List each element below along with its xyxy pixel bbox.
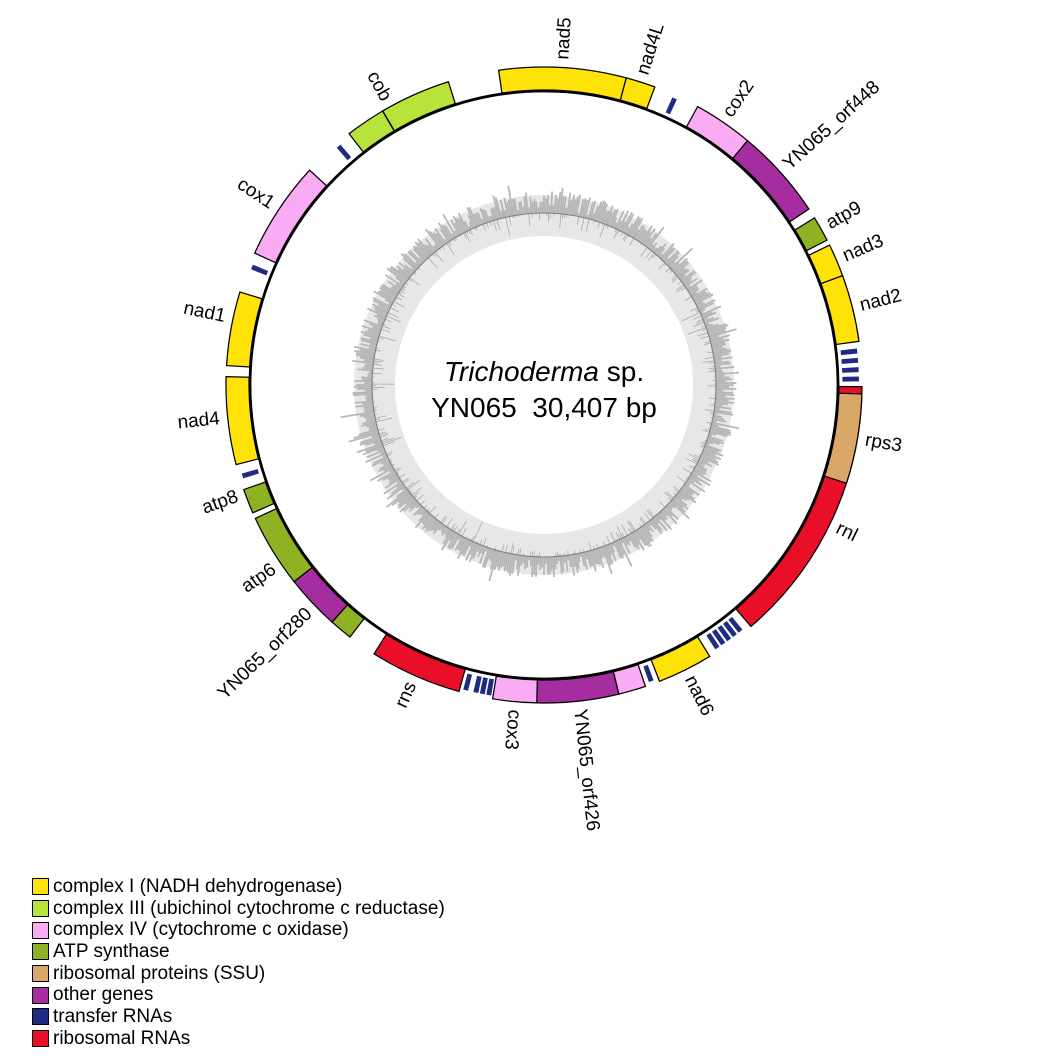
trna-tick <box>706 632 720 650</box>
trna-tick <box>643 664 654 683</box>
organism-genus: Trichoderma <box>444 356 599 387</box>
gc-content-ring <box>340 185 740 582</box>
legend-row-ssu: ribosomal proteins (SSU) <box>32 963 445 985</box>
gene-label-YN065_orf448: YN065_orf448 <box>779 77 884 175</box>
gene-label-atp8: atp8 <box>199 486 241 518</box>
legend-row-trna: transfer RNAs <box>32 1006 445 1028</box>
gene-label-rps3: rps3 <box>863 430 903 457</box>
trna-tick <box>842 367 859 373</box>
trna-tick <box>336 144 352 161</box>
legend-row-atp: ATP synthase <box>32 941 445 963</box>
trna-tick <box>717 625 732 642</box>
gene-block-rps3 <box>823 392 863 485</box>
trna-tick <box>711 629 726 646</box>
legend-swatch-trna <box>32 1008 49 1026</box>
gc-inward-spikes <box>372 213 716 557</box>
organism-suffix: sp. <box>599 356 644 387</box>
legend-row-rrna: ribosomal RNAs <box>32 1028 445 1050</box>
trna-tick <box>479 677 488 695</box>
legend-label-ssu: ribosomal proteins (SSU) <box>53 962 266 984</box>
genome-circle <box>248 89 840 681</box>
organism-name: Trichoderma sp. <box>444 356 644 387</box>
gene-block-nad4L <box>619 77 656 110</box>
gc-ring-band <box>354 195 734 575</box>
trna-tick <box>241 469 259 479</box>
trna-tick <box>251 264 269 276</box>
gene-label-YN065_orf426: YN065_orf426 <box>569 708 603 832</box>
gene-block-atp6 <box>254 507 314 583</box>
legend-label-atp: ATP synthase <box>53 941 170 963</box>
legend-swatch-other <box>32 986 49 1004</box>
legend-row-complex_i: complex I (NADH dehydrogenase) <box>32 876 445 898</box>
gene-block-atp8 <box>242 481 275 514</box>
legend-row-complex_iii: complex III (ubichinol cytochrome c redu… <box>32 898 445 920</box>
gene-label-nad4: nad4 <box>177 408 222 433</box>
legend-label-trna: transfer RNAs <box>53 1006 173 1028</box>
legend-row-other: other genes <box>32 984 445 1006</box>
legend-swatch-complex_iii <box>32 900 49 918</box>
legend-label-complex_iii: complex III (ubichinol cytochrome c redu… <box>53 897 445 919</box>
trna-tick <box>463 673 473 691</box>
trna-ticks <box>241 97 859 696</box>
gene-label-nad4L: nad4L <box>633 21 669 78</box>
trna-tick <box>840 348 858 356</box>
trna-tick <box>842 376 859 382</box>
trna-tick <box>486 678 494 696</box>
gene-block-YN065_orf448 <box>731 139 810 223</box>
gene-label-atp6: atp6 <box>238 559 280 597</box>
gene-block-atp9 <box>794 217 828 252</box>
gene-label-nad1: nad1 <box>182 298 228 327</box>
legend-swatch-ssu <box>32 965 49 983</box>
gene-label-nad2: nad2 <box>858 285 904 316</box>
legend: complex I (NADH dehydrogenase) complex II… <box>32 876 445 1050</box>
gene-label-atp9: atp9 <box>823 197 866 233</box>
gene-block-divider-cob <box>381 110 395 132</box>
gene-label-cox3: cox3 <box>500 709 525 751</box>
gene-block-nad5 <box>497 66 628 101</box>
gene-label-nad5: nad5 <box>552 17 575 60</box>
gene-block-nad6 <box>650 635 711 683</box>
gene-label-cob: cob <box>362 68 395 105</box>
trna-tick <box>841 357 859 364</box>
trna-tick <box>665 97 677 115</box>
legend-swatch-rrna <box>32 1030 49 1048</box>
legend-swatch-atp <box>32 943 49 961</box>
gene-blocks <box>225 66 863 704</box>
gene-label-YN065_orf280: YN065_orf280 <box>214 604 317 704</box>
gene-block-nad4 <box>225 376 260 466</box>
gene-label-nad6: nad6 <box>680 672 718 719</box>
trna-tick <box>473 675 482 694</box>
gene-block-rns <box>373 633 466 693</box>
legend-label-complex_iv: complex IV (cytochrome c oxidase) <box>53 919 349 941</box>
trna-tick <box>728 616 743 633</box>
genome-size-label: YN065 30,407 bp <box>431 392 657 423</box>
gene-label-nad3: nad3 <box>840 230 887 266</box>
trna-tick <box>723 621 737 638</box>
gene-block-cob <box>348 80 457 153</box>
legend-label-other: other genes <box>53 984 154 1006</box>
gene-block-cox1 <box>253 169 328 264</box>
legend-row-complex_iv: complex IV (cytochrome c oxidase) <box>32 919 445 941</box>
gene-block-nad1 <box>225 291 263 368</box>
legend-swatch-complex_i <box>32 878 49 896</box>
gene-block-nad2 <box>820 274 860 346</box>
gene-label-rnl: rnl <box>833 518 861 546</box>
gc-baseline-circle <box>371 212 717 558</box>
legend-label-complex_i: complex I (NADH dehydrogenase) <box>53 876 343 897</box>
gene-label-rns: rns <box>391 679 421 712</box>
gc-outward-bars <box>340 185 740 582</box>
legend-swatch-complex_iv <box>32 921 49 939</box>
gene-label-cox1: cox1 <box>233 174 278 214</box>
gene-label-cox2: cox2 <box>719 76 759 121</box>
legend-label-rrna: ribosomal RNAs <box>53 1027 191 1049</box>
gene-block-cox3 <box>491 675 538 704</box>
